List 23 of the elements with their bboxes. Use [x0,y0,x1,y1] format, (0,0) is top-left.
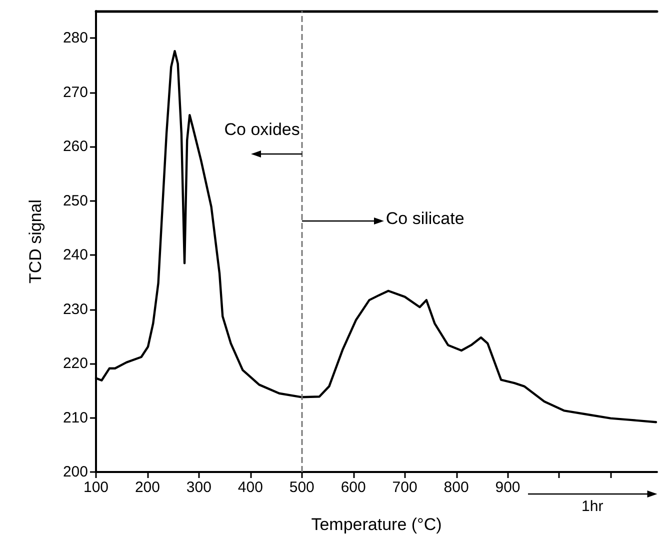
x-axis-title: Temperature (°C) [311,515,442,534]
x-tick-label: 900 [495,479,520,496]
y-tick-label: 280 [62,30,88,47]
y-tick-label: 200 [62,464,88,480]
x-tick-label: 100 [83,479,109,496]
y-tick-label: 220 [62,355,88,372]
y-tick-label: 250 [62,192,88,210]
x-tick-label: 700 [392,479,418,496]
x-tick-label: 600 [340,479,366,496]
y-tick-label: 270 [62,84,88,101]
x-tick-label: 800 [444,479,469,496]
y-tick-label: 260 [62,138,88,156]
x-tick-label: 300 [186,479,212,496]
y-tick-label: 230 [62,300,88,318]
text: 1hr [580,498,604,515]
y-axis-title: TCD signal [26,199,45,284]
annotation: Co silicate [386,208,464,229]
y-tick-label: 210 [62,409,88,426]
x-tick-label: 200 [134,479,160,496]
annotation: Co oxides [224,120,300,140]
x-tick-label: 400 [238,479,263,496]
y-tick-label: 240 [62,246,88,264]
x-tick-label: 500 [289,479,314,496]
